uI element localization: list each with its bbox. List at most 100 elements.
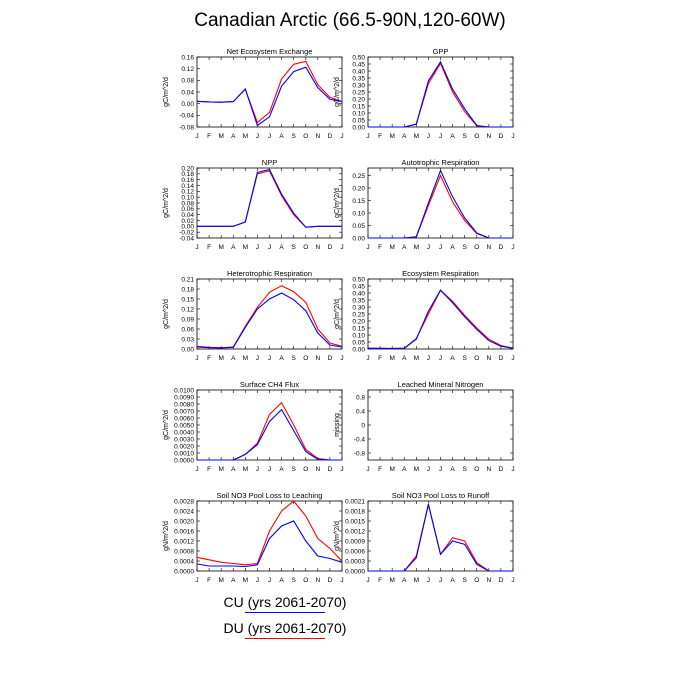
x-tick-label: N <box>315 466 320 473</box>
legend-label-du: DU (yrs 2061-2070) <box>223 620 347 636</box>
x-tick-label: D <box>328 466 333 473</box>
x-tick-label: M <box>218 133 223 140</box>
x-tick-label: O <box>474 244 479 251</box>
chart-panel: Net Ecosystem Exchange gC/m^2/d -0.08 -0.04… <box>163 47 344 140</box>
x-tick-label: F <box>207 466 211 473</box>
y-tick-label: 0.0060 <box>174 415 194 422</box>
x-tick-label: F <box>378 355 382 362</box>
y-tick-label: 0.05 <box>352 339 365 346</box>
chart-panel: Soil NO3 Pool Loss to Runoff gN/m^2/d 0.00… <box>334 491 515 584</box>
chart-panel: Surface CH4 FluxgC/m^2/d0.00000.00100.00… <box>163 380 344 473</box>
series-line <box>196 60 343 124</box>
x-tick-label: F <box>207 355 211 362</box>
x-tick-label: A <box>231 244 236 251</box>
legend-item-cu: CU (yrs 2061-2070) <box>200 594 370 613</box>
x-tick-label: J <box>511 466 514 473</box>
y-tick-label: 0.12 <box>181 306 194 313</box>
plot-frame <box>196 167 343 239</box>
legend-label-cu: CU (yrs 2061-2070) <box>223 594 347 610</box>
x-tick-label: M <box>414 355 419 362</box>
y-tick-label: 0.00 <box>352 346 365 353</box>
x-tick-label: O <box>474 355 479 362</box>
series-line <box>367 289 514 350</box>
x-tick-label: N <box>486 244 491 251</box>
x-tick-label: M <box>389 244 394 251</box>
y-tick-label: 0.03 <box>181 336 194 343</box>
chart-panel: Ecosystem RespirationgC/m^2/d0.000.050.1… <box>334 269 515 362</box>
x-tick-label: D <box>328 355 333 362</box>
y-tick-label: 0.30 <box>352 304 365 311</box>
x-tick-label: S <box>462 244 467 251</box>
series-line <box>197 408 342 461</box>
y-tick-label: 0.00 <box>352 124 365 131</box>
y-tick-label: 0.40 <box>352 290 365 297</box>
x-tick-label: A <box>402 577 407 584</box>
series-line <box>368 62 513 128</box>
x-tick-label: O <box>474 577 479 584</box>
x-tick-label: J <box>340 133 343 140</box>
x-tick-label: D <box>499 244 504 251</box>
x-tick-label: J <box>268 577 271 584</box>
panel-title: NPP <box>262 158 277 167</box>
x-tick-label: J <box>439 577 442 584</box>
x-tick-label: A <box>231 577 236 584</box>
x-tick-label: J <box>195 133 198 140</box>
y-axis-label: gC/m^2/d <box>334 188 341 218</box>
y-tick-label: 0.40 <box>352 68 365 75</box>
x-tick-label: A <box>279 577 284 584</box>
x-tick-label: M <box>243 355 248 362</box>
x-tick-label: A <box>279 133 284 140</box>
x-tick-label: J <box>195 466 198 473</box>
plot-frame <box>367 56 514 128</box>
series-line <box>368 169 513 239</box>
x-tick-label: N <box>486 466 491 473</box>
x-tick-label: J <box>427 466 430 473</box>
y-tick-label: 0.15 <box>352 103 365 110</box>
series-line <box>196 500 343 566</box>
x-tick-label: J <box>511 244 514 251</box>
y-tick-label: 0.0008 <box>174 548 194 555</box>
x-tick-label: N <box>315 133 320 140</box>
x-tick-label: J <box>366 466 369 473</box>
series-line <box>196 285 343 349</box>
y-tick-label: 0.10 <box>181 194 194 201</box>
x-tick-label: A <box>279 355 284 362</box>
y-axis-label: gC/m^2/d <box>163 188 170 218</box>
y-tick-label: 0.20 <box>352 318 365 325</box>
x-tick-label: A <box>450 466 455 473</box>
y-tick-label: 0.0015 <box>345 518 365 525</box>
x-tick-label: J <box>268 466 271 473</box>
panel-title: GPP <box>433 47 449 56</box>
y-tick-label: 0.0006 <box>345 548 365 555</box>
x-tick-label: J <box>511 133 514 140</box>
x-tick-label: J <box>195 355 198 362</box>
x-tick-label: J <box>439 355 442 362</box>
y-tick-label: 0.18 <box>181 286 194 293</box>
x-tick-label: J <box>340 466 343 473</box>
y-tick-label: 0.04 <box>181 89 194 96</box>
plot-frame <box>196 500 343 572</box>
y-tick-label: 0.45 <box>352 61 365 68</box>
y-tick-label: 0.05 <box>352 117 365 124</box>
series-line <box>197 168 342 228</box>
x-tick-label: F <box>378 466 382 473</box>
x-tick-label: M <box>243 133 248 140</box>
x-tick-label: N <box>486 133 491 140</box>
series-line <box>196 292 343 349</box>
y-tick-label: 0.30 <box>352 82 365 89</box>
y-tick-label: 0.08 <box>181 200 194 207</box>
x-tick-label: F <box>378 577 382 584</box>
y-axis-label: gC/m^2/d <box>334 77 341 107</box>
x-tick-label: D <box>499 133 504 140</box>
x-tick-label: M <box>243 244 248 251</box>
x-tick-label: A <box>450 355 455 362</box>
y-tick-label: 0.0000 <box>174 568 194 575</box>
y-tick-label: 0.0020 <box>174 518 194 525</box>
y-tick-label: 0.00 <box>181 224 194 231</box>
y-tick-label: 0.0009 <box>345 538 365 545</box>
x-tick-label: A <box>402 133 407 140</box>
x-tick-label: M <box>389 466 394 473</box>
x-tick-label: S <box>291 133 296 140</box>
x-tick-label: J <box>439 133 442 140</box>
